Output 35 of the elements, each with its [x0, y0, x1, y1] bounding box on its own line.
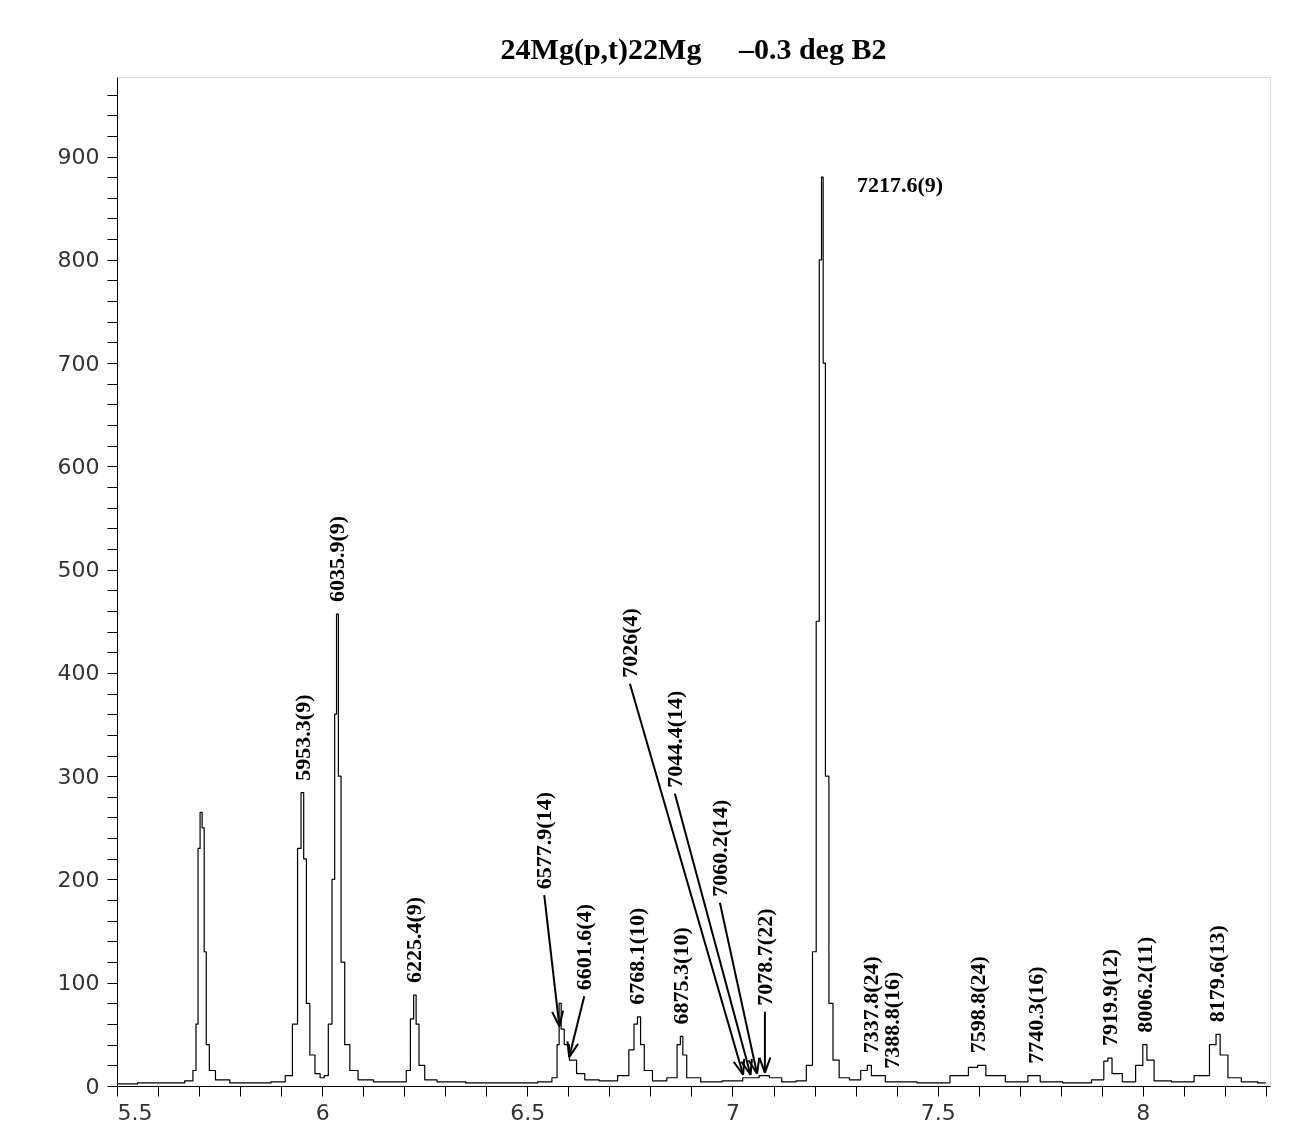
- y-tick-label: 0: [85, 1073, 100, 1099]
- annotation: 8006.2(11): [1132, 936, 1158, 1033]
- annotation: 5953.3(9): [289, 694, 315, 781]
- annotation: 7919.9(12): [1096, 948, 1122, 1047]
- y-tick-label: 300: [57, 763, 100, 789]
- annotation: 6601.6(4): [571, 904, 597, 991]
- annotation: 8179.6(13): [1203, 925, 1229, 1023]
- annotation: 6875.3(10): [668, 927, 694, 1025]
- annotation: 7740.3(16): [1023, 966, 1049, 1064]
- y-tick-label: 600: [57, 453, 100, 479]
- x-tick-label: 7.5: [920, 1099, 956, 1121]
- x-tick-label: 5.5: [117, 1099, 153, 1121]
- y-tick-label: 100: [57, 970, 100, 996]
- x-tick-label: 7: [725, 1099, 740, 1121]
- y-tick-label: 200: [57, 866, 100, 892]
- annotation: 7044.4(14): [661, 690, 687, 788]
- x-tick-label: 6.5: [510, 1099, 546, 1121]
- x-tick-label: 8: [1136, 1099, 1151, 1121]
- annotation: 7078.7(22): [751, 908, 777, 1006]
- annotation: 6035.9(9): [323, 515, 349, 603]
- annotation: 7337.8(24): [858, 956, 884, 1054]
- y-tick-label: 800: [57, 247, 100, 273]
- annotation: 7060.2(14): [706, 799, 732, 897]
- annotation: 7026(4): [616, 608, 642, 678]
- y-tick-label: 700: [57, 350, 100, 376]
- annotation: 6577.9(14): [531, 792, 557, 890]
- annotation: 7598.8(24): [965, 956, 991, 1054]
- y-tick-label: 400: [57, 660, 100, 686]
- chart-title: 24Mg(p,t)22Mg –0.3 deg B2: [500, 32, 887, 66]
- annotation: 6768.1(10): [624, 907, 650, 1005]
- y-tick-label: 500: [57, 557, 100, 583]
- annotation: 6225.4(9): [401, 896, 427, 984]
- y-tick-label: 900: [57, 144, 100, 170]
- x-tick-label: 6: [315, 1099, 330, 1121]
- annotation: 7217.6(9): [856, 172, 944, 198]
